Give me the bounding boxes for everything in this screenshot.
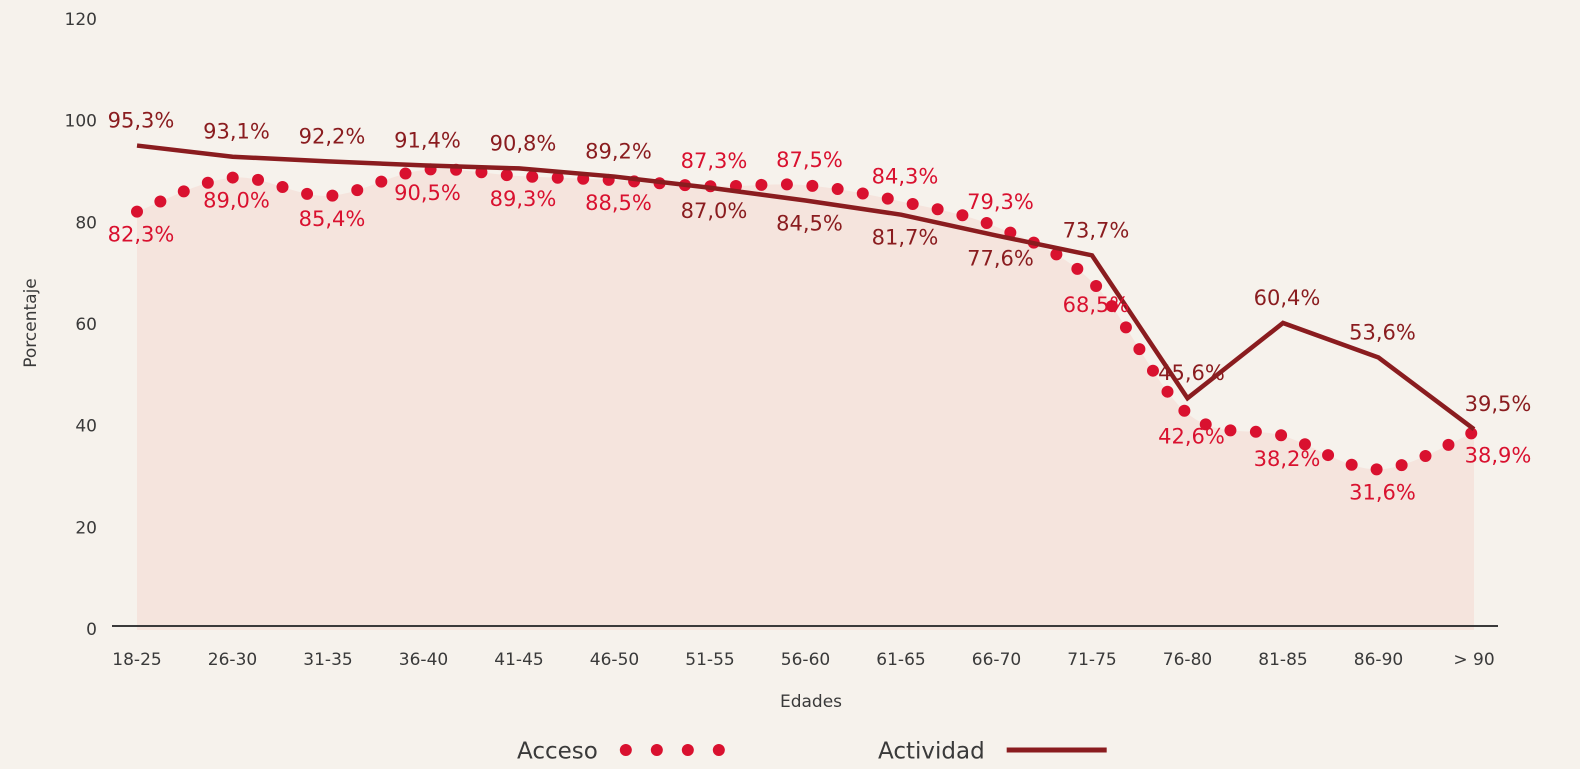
x-tick-label: 36-40 — [399, 650, 448, 670]
data-label: 84,5% — [776, 211, 843, 235]
data-label: 87,0% — [681, 199, 748, 223]
data-label: 88,5% — [585, 191, 652, 215]
data-label: 85,4% — [299, 207, 366, 231]
data-label: 90,8% — [490, 131, 557, 155]
x-tick-label: 46-50 — [590, 650, 639, 670]
data-label: 95,3% — [108, 109, 175, 133]
y-tick-label: 100 — [65, 112, 97, 132]
data-label: 89,3% — [490, 187, 557, 211]
x-tick-label: 56-60 — [781, 650, 830, 670]
data-label: 81,7% — [872, 226, 939, 250]
y-tick-label: 0 — [86, 620, 97, 640]
data-label: 82,3% — [108, 223, 175, 247]
data-label: 79,3% — [967, 190, 1034, 214]
data-label: 73,7% — [1063, 218, 1130, 242]
x-tick-label: 41-45 — [494, 650, 543, 670]
data-label: 45,6% — [1158, 361, 1225, 385]
y-axis-title: Porcentaje — [21, 278, 41, 368]
x-tick-label: 31-35 — [303, 650, 352, 670]
y-tick-label: 80 — [75, 213, 97, 233]
x-axis-title: Edades — [780, 692, 842, 712]
legend-label: Acceso — [517, 739, 598, 765]
y-tick-label: 40 — [75, 417, 97, 437]
data-label: 31,6% — [1349, 480, 1416, 504]
x-tick-label: 81-85 — [1258, 650, 1307, 670]
data-label: 90,5% — [394, 181, 461, 205]
x-tick-label: 86-90 — [1354, 650, 1403, 670]
data-label: 68,5% — [1063, 293, 1130, 317]
y-tick-label: 20 — [75, 518, 97, 538]
data-label: 77,6% — [967, 247, 1034, 271]
series-line — [131, 163, 1480, 476]
legend-label: Actividad — [878, 739, 985, 765]
data-label: 87,3% — [681, 149, 748, 173]
x-tick-label: 66-70 — [972, 650, 1021, 670]
data-label: 87,5% — [776, 148, 843, 172]
data-label: 53,6% — [1349, 321, 1416, 345]
data-label: 91,4% — [394, 128, 461, 152]
x-tick-label: 26-30 — [208, 650, 257, 670]
data-label: 92,2% — [299, 124, 366, 148]
x-tick-label: 76-80 — [1163, 650, 1212, 670]
data-label: 89,0% — [203, 189, 270, 213]
data-label: 89,2% — [585, 140, 652, 164]
data-label: 42,6% — [1158, 424, 1225, 448]
y-tick-label: 120 — [65, 10, 97, 30]
x-tick-label: 51-55 — [685, 650, 734, 670]
y-tick-label: 60 — [75, 315, 97, 335]
area — [137, 169, 1474, 630]
data-label: 84,3% — [872, 164, 939, 188]
x-tick-label: 61-65 — [876, 650, 925, 670]
x-tick-label: 71-75 — [1067, 650, 1116, 670]
data-label: 93,1% — [203, 120, 270, 144]
series-line — [136, 143, 1476, 432]
x-tick-label: > 90 — [1453, 650, 1494, 670]
data-label: 38,2% — [1254, 447, 1321, 471]
data-label: 39,5% — [1465, 392, 1532, 416]
x-tick-label: 18-25 — [112, 650, 161, 670]
data-label: 60,4% — [1254, 286, 1321, 310]
data-label: 38,9% — [1465, 443, 1532, 467]
